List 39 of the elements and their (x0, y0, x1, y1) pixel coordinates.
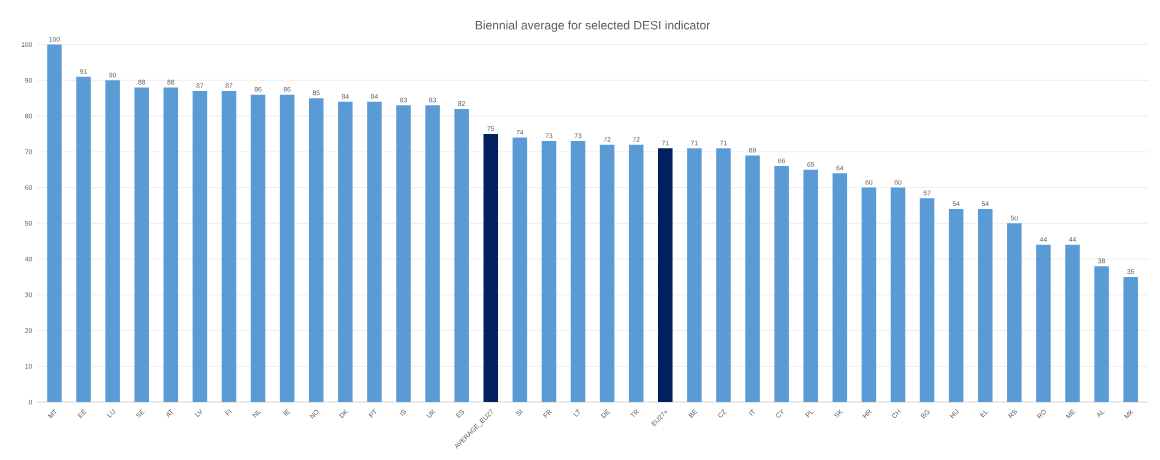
bar (541, 140, 557, 402)
chart-title: Biennial average for selected DESI indicator (475, 20, 711, 32)
bar (396, 105, 411, 402)
bar (832, 173, 848, 402)
bar (1036, 244, 1051, 402)
bar (774, 165, 789, 402)
bar (308, 98, 324, 402)
bar (919, 198, 935, 402)
bar (47, 44, 62, 402)
bar (105, 80, 120, 402)
bar (948, 208, 964, 402)
bar (250, 94, 266, 402)
bar (279, 94, 295, 402)
bar (658, 148, 673, 402)
bar (367, 101, 382, 402)
bar (512, 137, 528, 402)
bar (338, 101, 353, 402)
bar (134, 87, 149, 402)
bar (221, 90, 237, 402)
bar (745, 155, 760, 402)
bar (483, 133, 499, 402)
bar (977, 208, 993, 402)
bar (716, 148, 731, 402)
bar (890, 187, 906, 402)
bar (570, 140, 586, 402)
bar (1065, 244, 1080, 402)
bar (1007, 223, 1022, 402)
bar (1123, 276, 1138, 402)
bar (687, 148, 702, 402)
bar (803, 169, 818, 402)
bar (163, 87, 179, 402)
bar (192, 90, 208, 402)
bar (425, 105, 440, 402)
bar (599, 144, 615, 402)
bar (861, 187, 877, 402)
bar (628, 144, 644, 402)
bar (1094, 266, 1109, 402)
bar (454, 108, 469, 402)
bar (76, 76, 91, 402)
